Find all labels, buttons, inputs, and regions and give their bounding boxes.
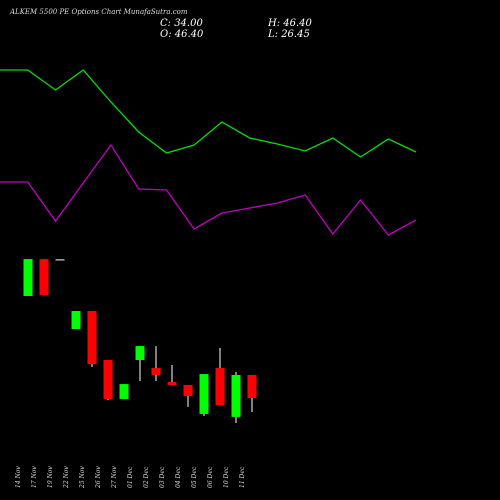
candle-body	[215, 367, 225, 406]
x-tick-label: 22 Nov	[63, 466, 70, 489]
candle-body	[231, 375, 241, 417]
open-label: O: 46.40	[160, 29, 204, 40]
candle-body	[71, 311, 81, 330]
indicator-line	[0, 143, 417, 236]
low-label: L: 26.45	[267, 29, 310, 40]
candle-body	[87, 311, 97, 365]
candle-body	[23, 259, 33, 296]
x-tick-label: 27 Nov	[111, 466, 118, 489]
candle-body	[199, 374, 209, 414]
high-label: H: 46.40	[267, 18, 313, 29]
x-tick-label: 11 Dec	[239, 466, 246, 488]
x-tick-label: 19 Nov	[47, 466, 54, 488]
candle-body	[151, 367, 161, 376]
close-label: C: 34.00	[160, 18, 203, 29]
x-tick-label: 04 Dec	[175, 466, 182, 488]
chart-title: ALKEM 5500 PE Options Chart MunafaSutra.…	[9, 8, 188, 16]
x-tick-label: 14 Nov	[15, 466, 22, 488]
x-tick-label: 17 Nov	[31, 466, 38, 488]
candle-body	[183, 385, 193, 396]
candle-body	[247, 375, 257, 399]
x-tick-label: 02 Dec	[143, 466, 150, 488]
candle-body	[55, 259, 65, 261]
x-tick-label: 06 Dec	[207, 466, 214, 488]
candle-body	[119, 384, 129, 399]
candle-body	[135, 346, 145, 360]
x-tick-label: 10 Dec	[223, 466, 230, 488]
x-tick-label: 05 Dec	[191, 466, 198, 488]
x-tick-label: 26 Nov	[95, 466, 102, 489]
candle-body	[39, 259, 49, 296]
candle-body	[103, 359, 113, 399]
x-tick-label: 25 Nov	[79, 466, 86, 489]
candle-body	[167, 382, 177, 386]
indicator-line	[0, 69, 417, 158]
x-tick-label: 03 Dec	[159, 466, 166, 488]
x-tick-label: 01 Dec	[127, 466, 134, 488]
